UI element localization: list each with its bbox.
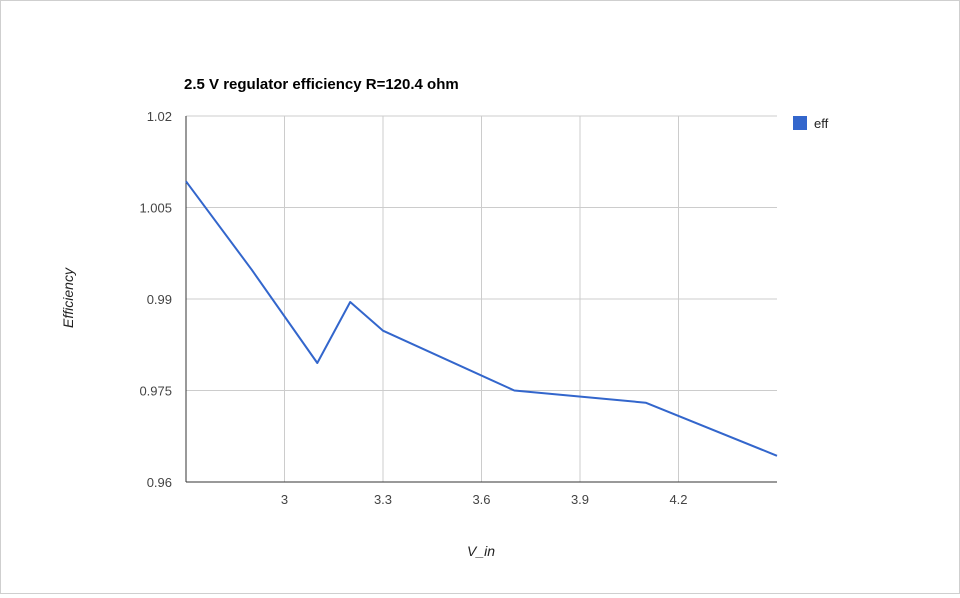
- legend: eff: [793, 116, 829, 131]
- tick-labels: 0.96 0.975 0.99 1.005 1.02 3 3.3 3.6 3.9 4.2: [139, 109, 687, 507]
- x-tick-label: 3.6: [472, 492, 490, 507]
- legend-label-eff: eff: [814, 116, 829, 131]
- gridlines: [186, 116, 777, 482]
- y-tick-label: 0.99: [147, 292, 172, 307]
- y-axis-label: Efficiency: [60, 267, 76, 328]
- x-tick-label: 3.3: [374, 492, 392, 507]
- y-tick-label: 1.005: [139, 201, 172, 216]
- x-tick-label: 3: [281, 492, 288, 507]
- x-tick-label: 3.9: [571, 492, 589, 507]
- y-tick-label: 0.975: [139, 384, 172, 399]
- legend-swatch: [793, 116, 807, 130]
- y-tick-label: 0.96: [147, 475, 172, 490]
- chart-title: 2.5 V regulator efficiency R=120.4 ohm: [184, 76, 459, 93]
- x-tick-label: 4.2: [669, 492, 687, 507]
- y-tick-label: 1.02: [147, 109, 172, 124]
- x-axis-label: V_in: [467, 543, 495, 559]
